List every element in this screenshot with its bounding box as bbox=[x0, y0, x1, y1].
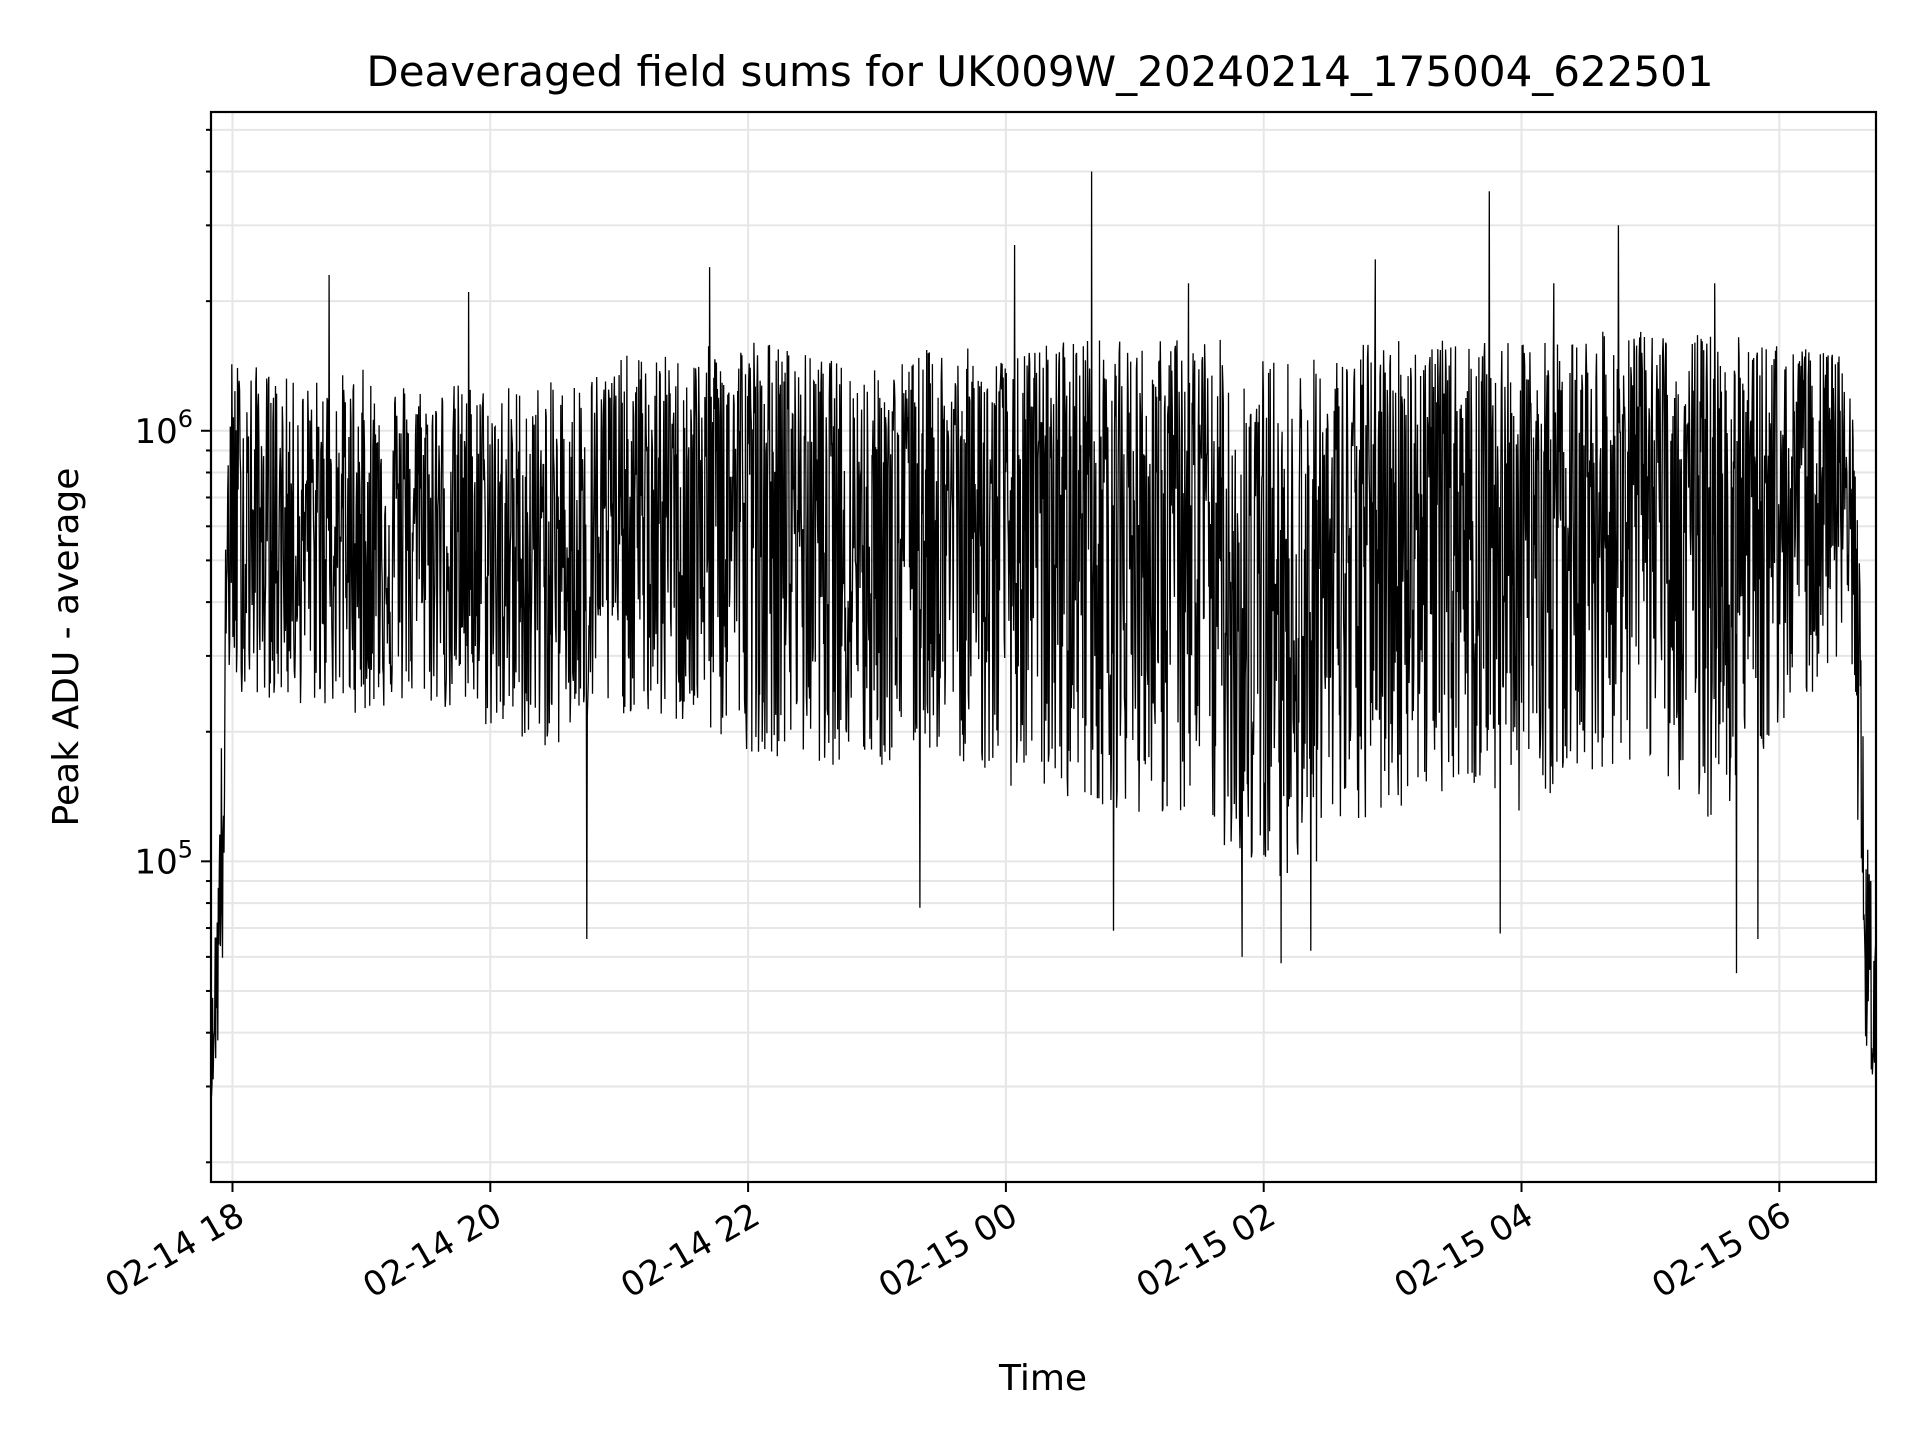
plot-frame bbox=[209, 110, 1878, 1184]
y-tick-label: 105 bbox=[134, 835, 193, 882]
series-layer bbox=[210, 171, 1877, 1096]
chart-title: Deaveraged field sums for UK009W_2024021… bbox=[366, 47, 1713, 96]
series-line bbox=[210, 171, 1877, 1096]
y-axis-label: Peak ADU - average bbox=[46, 468, 87, 827]
y-tick-label: 106 bbox=[134, 405, 193, 452]
x-axis-label: Time bbox=[998, 1358, 1087, 1399]
y-axis-ticks: 105 106 bbox=[134, 128, 211, 1164]
